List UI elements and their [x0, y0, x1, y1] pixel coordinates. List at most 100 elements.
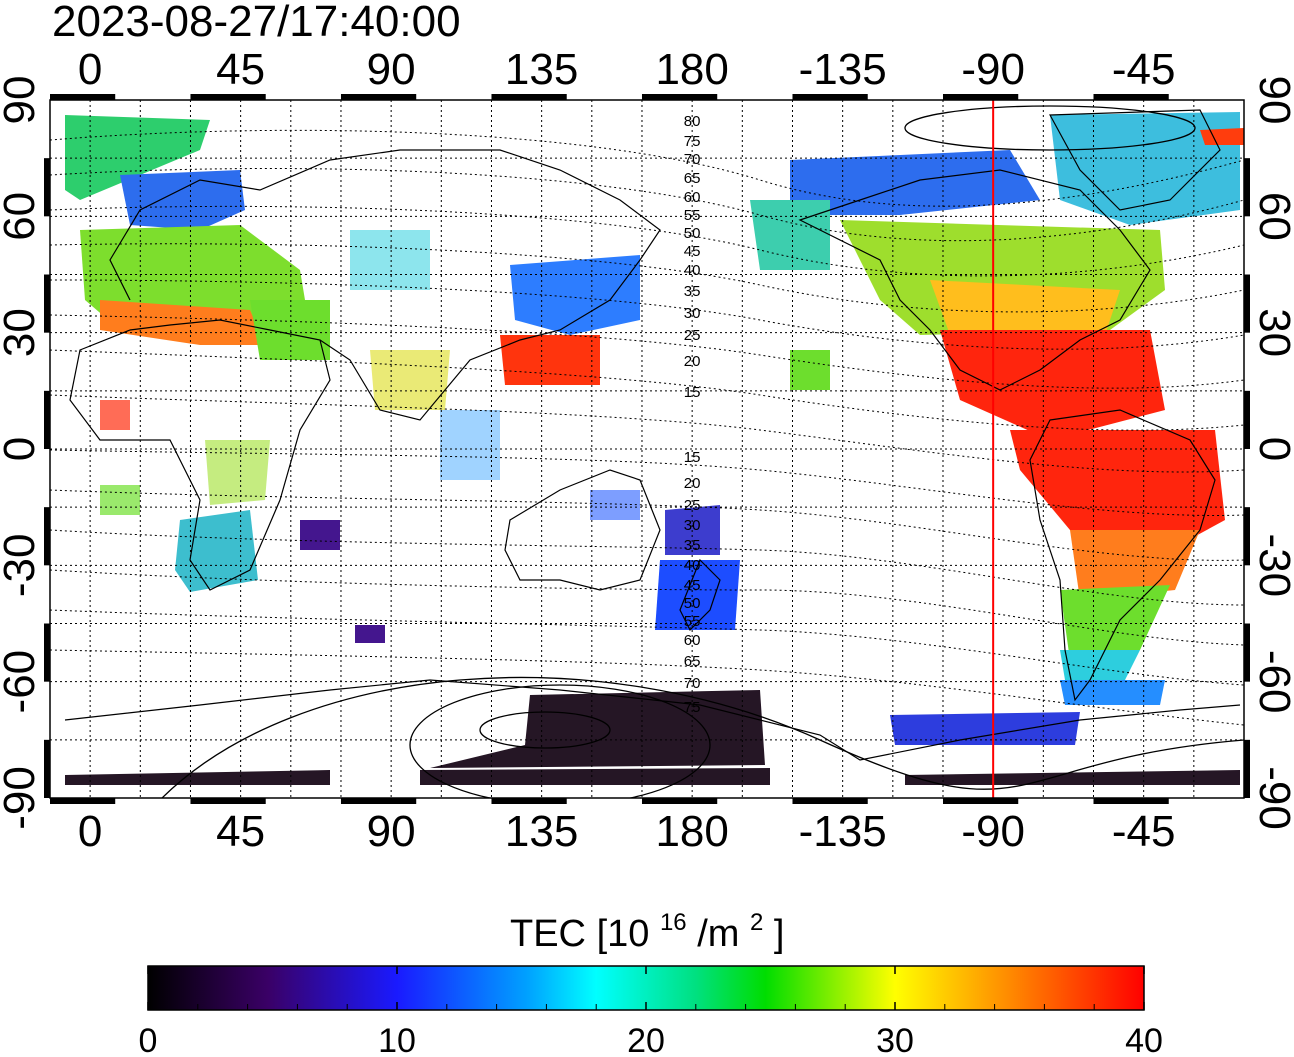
tec-region-greenland: [1050, 112, 1240, 225]
tick-bar-right: [1244, 623, 1250, 682]
contour-label: 50: [684, 225, 701, 242]
contour-label: 30: [684, 517, 701, 534]
lat-tick-left: 60: [0, 192, 44, 241]
tick-bar-bottom: [190, 798, 266, 804]
tec-region-arctic-canada: [790, 150, 1040, 215]
contour: [50, 243, 1244, 313]
magnetic-contours: [50, 129, 1244, 726]
lon-tick-bottom: 0: [78, 807, 102, 856]
tec-region-south-america-south: [1060, 585, 1170, 660]
lon-tick-bottom: 90: [367, 807, 416, 856]
lon-tick-top: -90: [961, 45, 1025, 94]
lat-tick-left: -30: [0, 534, 44, 598]
timestamp: 2023-08-27/17:40:00: [52, 0, 461, 46]
colorbar-title: TEC [10 16 /m 2 ]: [510, 897, 784, 955]
lat-tick-left: -60: [0, 650, 44, 714]
lon-tick-top: -45: [1112, 45, 1176, 94]
tick-bar-top: [942, 94, 1019, 100]
contour: [50, 529, 1244, 606]
contour-label: 20: [684, 353, 701, 370]
tec-region-southern-africa: [175, 510, 258, 592]
contour-label: 40: [684, 557, 701, 574]
lat-tick-right: -90: [1250, 766, 1294, 830]
contour: [50, 394, 1244, 473]
contour-label: 25: [684, 327, 701, 344]
contour-label: 65: [684, 653, 701, 670]
colorbar: 0 10 20 30 40: [139, 965, 1163, 1057]
tec-region-antarctic-rim: [65, 770, 330, 785]
colorbar-tick-label: 30: [876, 1022, 914, 1057]
colorbar-unit-exp: 16: [660, 909, 687, 936]
contour: [50, 279, 1244, 350]
lon-tick-bottom: 45: [216, 807, 265, 856]
map-grid: [50, 100, 1244, 798]
contour: [50, 168, 1244, 242]
contour-label: 40: [684, 262, 701, 279]
lon-tick-top: -135: [799, 45, 887, 94]
contour: [50, 314, 1244, 389]
tick-bar-right: [1244, 739, 1250, 798]
tec-region-usa-south: [930, 280, 1120, 335]
colorbar-tick-label: 40: [1125, 1022, 1163, 1057]
colorbar-tick-label: 0: [139, 1022, 158, 1057]
contour: [50, 569, 1244, 646]
tick-bar-bottom: [792, 798, 868, 804]
contour-label: 45: [684, 577, 701, 594]
tick-bar-top: [190, 94, 266, 100]
contour: [50, 489, 1244, 561]
colorbar-unit-mid: /m: [697, 913, 739, 955]
lat-tick-right: -60: [1250, 650, 1294, 714]
contour-label: 60: [684, 632, 701, 649]
contour-south-pole-inner: [479, 711, 611, 749]
contour-label: 55: [684, 613, 701, 630]
lat-tick-left: 0: [0, 437, 44, 461]
lon-tick-bottom: 135: [505, 807, 578, 856]
lon-tick-bottom: 180: [655, 807, 728, 856]
tec-region-alaska-pacific: [750, 200, 830, 270]
tec-region-india: [370, 350, 450, 410]
contour-label: 70: [684, 675, 701, 692]
tick-bar-left: [44, 158, 50, 217]
tick-bar-right: [1244, 507, 1250, 566]
contour-label: 30: [684, 305, 701, 322]
contour: [50, 609, 1244, 686]
tec-patch: [590, 490, 640, 520]
colorbar-unit-exp2: 2: [750, 909, 763, 936]
contour: [50, 349, 1244, 431]
contour-north-pole: [904, 105, 1196, 151]
lat-tick-right: 0: [1250, 437, 1294, 461]
lon-tick-top: 135: [505, 45, 578, 94]
tec-region-drake-passage: [1060, 680, 1165, 705]
tec-region-patagonia: [1060, 650, 1140, 680]
tick-bar-right: [1244, 274, 1250, 333]
tick-bar-left: [44, 623, 50, 682]
tec-region-antarctic-rim-mid: [420, 768, 770, 785]
lat-tick-right: 90: [1250, 76, 1294, 125]
tick-bar-bottom: [1093, 798, 1169, 804]
tick-bar-bottom: [50, 798, 116, 804]
coastline-eurasia: [109, 149, 661, 421]
lon-tick-top: 90: [367, 45, 416, 94]
lon-axis-top: 0 45 90 135 180 -135 -90 -45: [78, 45, 1176, 94]
contour-label: 65: [684, 170, 701, 187]
contour: [50, 205, 1244, 277]
tick-bar-top: [1093, 94, 1169, 100]
coastline-north-america: [798, 169, 1151, 391]
tec-region-antarctic-rim-east: [905, 770, 1240, 785]
lat-axis-left: 90 60 30 0 -30 -60 -90: [0, 76, 44, 830]
tec-region-middle-east: [250, 300, 330, 360]
colorbar-title-text: TEC: [510, 913, 586, 955]
tec-region-arctic-north-rim: [1200, 128, 1244, 145]
contour-label: 60: [684, 189, 701, 206]
tick-bar-top: [641, 94, 718, 100]
tec-region-south-america-north: [1010, 430, 1225, 550]
contour-label: 35: [684, 283, 701, 300]
tec-region-scandinavia: [120, 170, 245, 230]
lat-axis-right: 90 60 30 0 -30 -60 -90: [1250, 76, 1294, 830]
colorbar-unit-base: [10: [597, 913, 650, 955]
coastline-new-zealand: [679, 558, 721, 632]
lat-tick-right: -30: [1250, 534, 1294, 598]
